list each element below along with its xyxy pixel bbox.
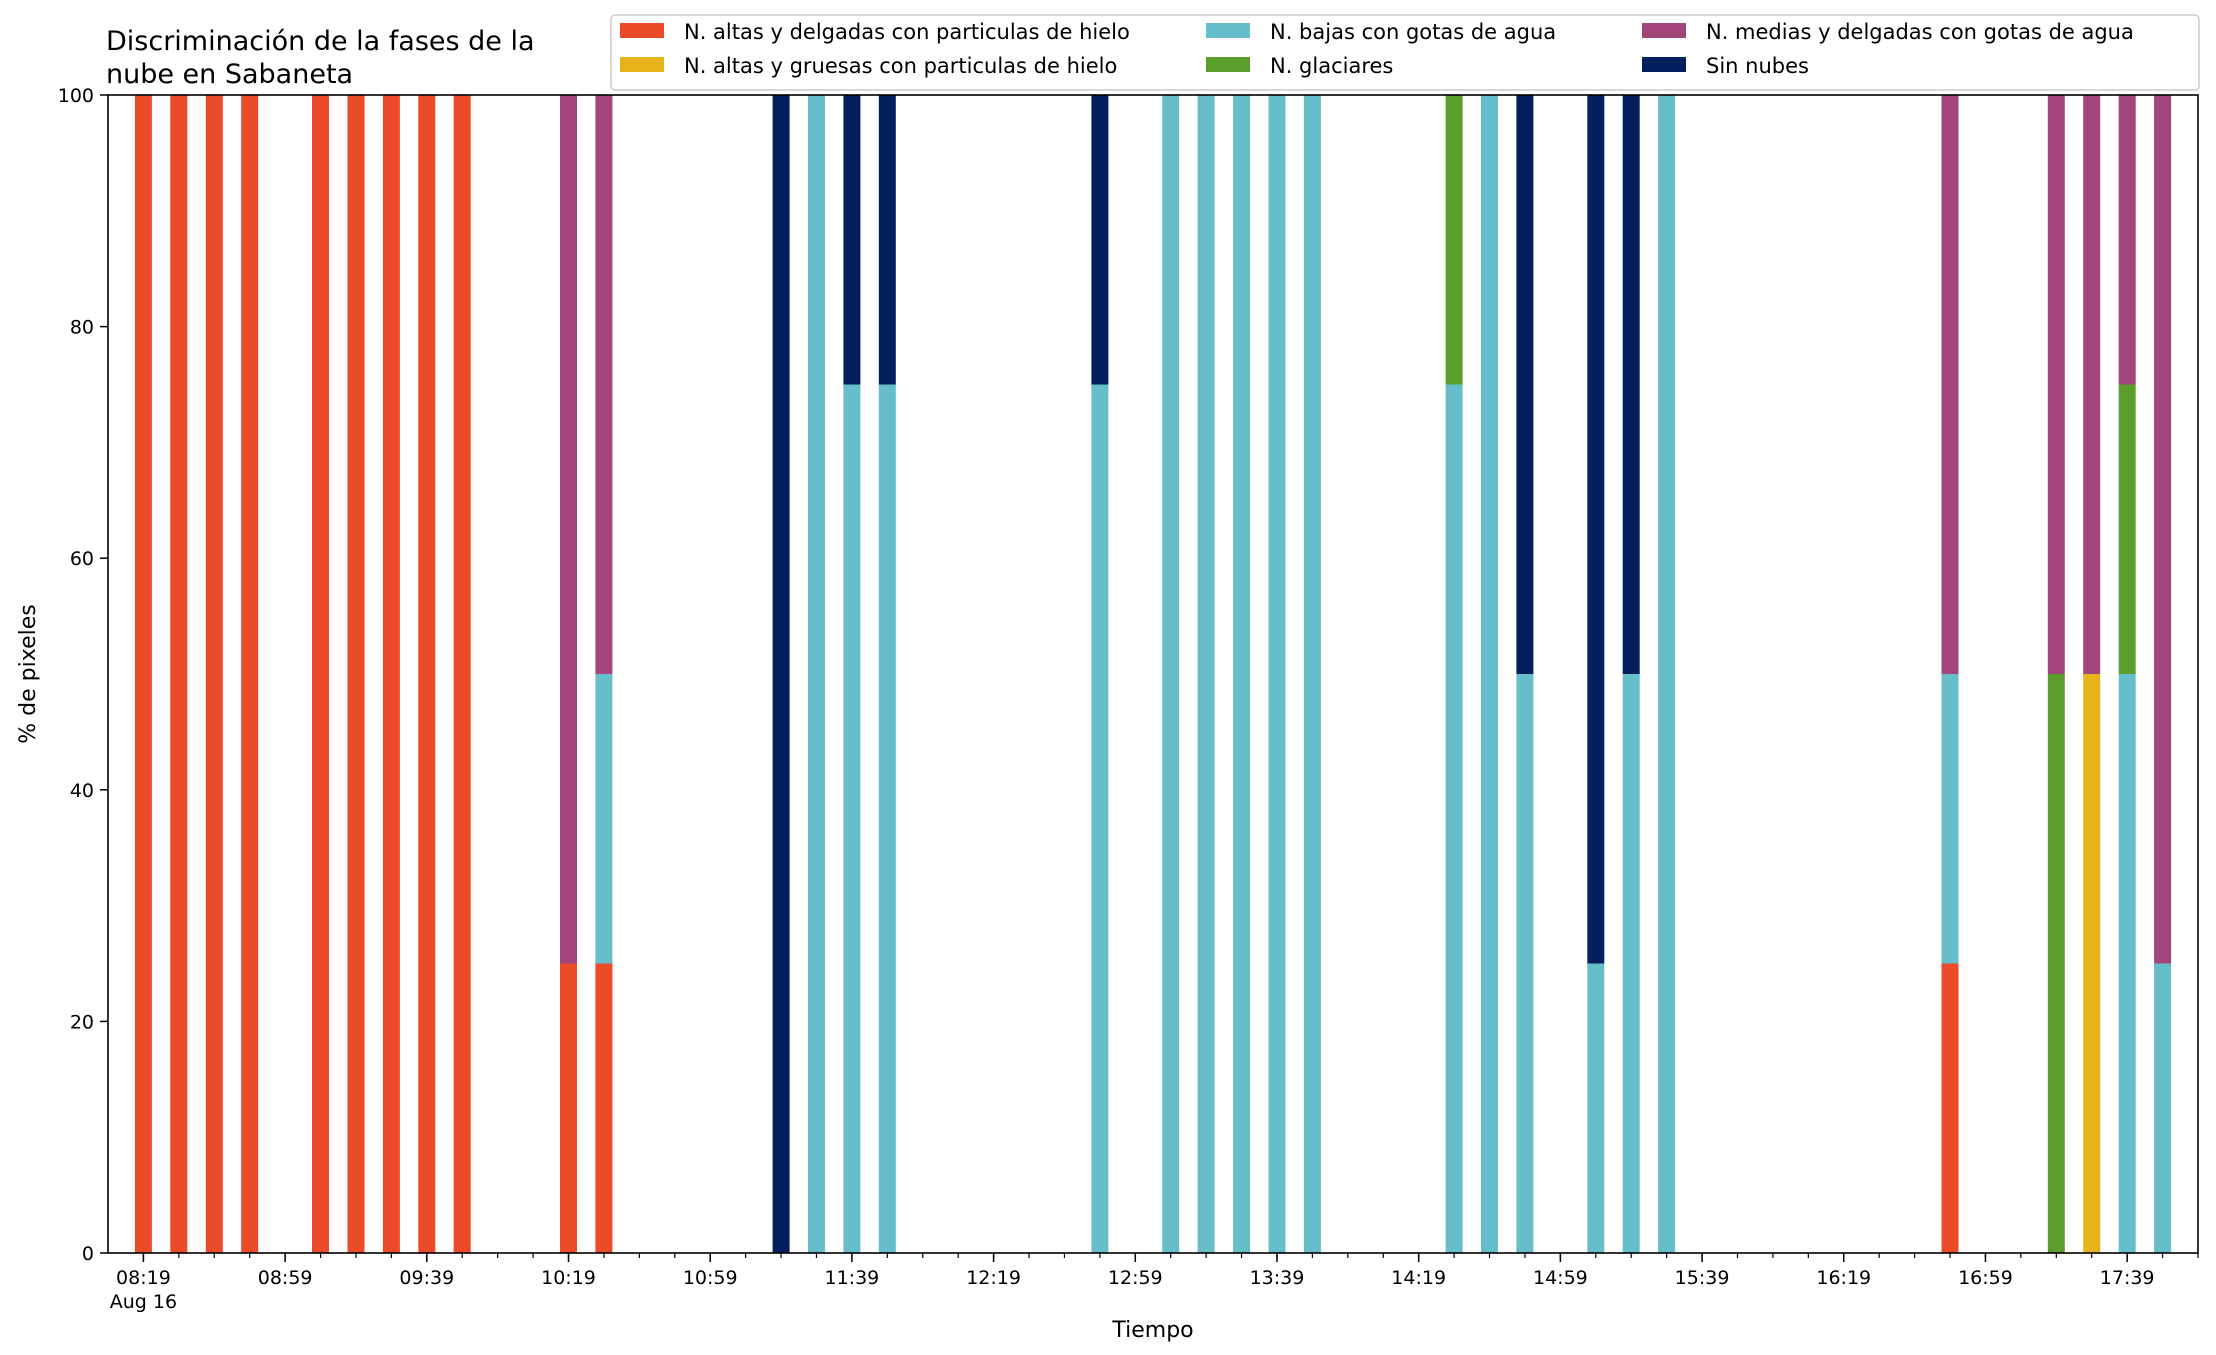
bar-segment xyxy=(2118,674,2136,1253)
y-axis-label: % de pixeles xyxy=(16,604,41,743)
legend-label: N. medias y delgadas con gotas de agua xyxy=(1706,20,2134,44)
y-tick-label: 80 xyxy=(70,317,94,339)
bar-segment xyxy=(347,95,365,1253)
bar-segment xyxy=(560,963,577,1253)
bar-segment xyxy=(595,963,613,1253)
bar-segment xyxy=(134,95,152,1253)
chart-title: Discriminación de la fases de la nube en … xyxy=(106,26,535,90)
plot-frame xyxy=(107,94,2199,1254)
legend-items: N. altas y delgadas con particulas de hi… xyxy=(620,20,2134,78)
legend-label: N. bajas con gotas de agua xyxy=(1270,20,1556,44)
bar-segment xyxy=(2083,674,2101,1253)
bar-segment xyxy=(1941,963,1959,1253)
y-tick-label: 60 xyxy=(70,548,94,570)
x-axis-label: Tiempo xyxy=(1111,1318,1193,1343)
bar-segment xyxy=(382,95,400,1253)
bar-segment xyxy=(2154,95,2172,964)
y-tick-label: 40 xyxy=(70,780,94,802)
x-tick-label: 16:59 xyxy=(1958,1267,2013,1289)
x-tick-label: 08:59 xyxy=(258,1267,313,1289)
bar-segment xyxy=(808,95,825,1253)
legend-label: N. glaciares xyxy=(1270,54,1393,78)
legend-swatch xyxy=(1642,23,1686,38)
bar-segment xyxy=(843,384,861,1253)
bar-segment xyxy=(1587,95,1605,964)
x-tick-label: 10:19 xyxy=(541,1267,596,1289)
bar-segment xyxy=(1445,95,1463,385)
bar-segment xyxy=(2047,674,2065,1253)
bar-segment xyxy=(595,674,613,964)
bar-segment xyxy=(2083,95,2101,674)
bar-segment xyxy=(1516,674,1534,1253)
legend-frame xyxy=(610,14,2200,91)
bar-segment xyxy=(1516,95,1534,674)
legend-swatch xyxy=(620,57,664,72)
bar-segment xyxy=(1941,674,1959,964)
bar-segment xyxy=(1091,95,1109,385)
x-tick-label: 17:39 xyxy=(2100,1267,2155,1289)
x-tick-label: 14:19 xyxy=(1391,1267,1446,1289)
bar-segment xyxy=(2047,95,2065,674)
legend-label: Sin nubes xyxy=(1706,54,1809,78)
x-tick-label: 08:19 xyxy=(116,1267,171,1289)
x-tick-label: 11:39 xyxy=(825,1267,880,1289)
bar-segment xyxy=(241,95,259,1253)
bar-segment xyxy=(1303,95,1321,1253)
x-tick-label: 12:19 xyxy=(966,1267,1021,1289)
legend-swatch xyxy=(1206,57,1250,72)
bar-segment xyxy=(878,384,896,1253)
bar-segment xyxy=(878,95,896,385)
bar-segment xyxy=(418,95,436,1253)
bar-segment xyxy=(1622,95,1640,674)
legend-swatch xyxy=(1642,57,1686,72)
bar-segment xyxy=(170,95,188,1253)
bar-segment xyxy=(1445,384,1463,1253)
bar-segment xyxy=(1162,95,1180,1253)
bar-segment xyxy=(1091,384,1109,1253)
legend-swatch xyxy=(620,23,664,38)
bar-segment xyxy=(1481,95,1498,1253)
bar-segment xyxy=(1587,963,1605,1253)
bar-segment xyxy=(2118,95,2136,385)
bar-segment xyxy=(453,95,471,1253)
x-tick-label: 14:59 xyxy=(1533,1267,1588,1289)
bar-segment xyxy=(1197,95,1215,1253)
legend: N. altas y delgadas con particulas de hi… xyxy=(610,14,2200,91)
chart-title-line: Discriminación de la fases de la xyxy=(106,26,535,57)
legend-swatch xyxy=(1206,23,1250,38)
bar-segment xyxy=(312,95,329,1253)
y-tick-label: 20 xyxy=(70,1011,94,1033)
legend-label: N. altas y delgadas con particulas de hi… xyxy=(684,20,1130,44)
x-tick-label: 12:59 xyxy=(1108,1267,1163,1289)
x-tick-label: 09:39 xyxy=(399,1267,454,1289)
legend-label: N. altas y gruesas con particulas de hie… xyxy=(684,54,1117,78)
x-date-label: Aug 16 xyxy=(110,1291,177,1313)
bar-segment xyxy=(772,95,790,1253)
bar-segment xyxy=(1941,95,1959,674)
x-tick-label: 10:59 xyxy=(683,1267,738,1289)
bars-layer xyxy=(134,95,2172,1253)
bar-segment xyxy=(2118,384,2136,674)
bar-segment xyxy=(560,95,577,964)
bar-segment xyxy=(1658,95,1676,1253)
chart-title-line: nube en Sabaneta xyxy=(106,59,353,90)
bar-segment xyxy=(1622,674,1640,1253)
y-tick-label: 0 xyxy=(82,1243,94,1265)
y-axis: 0 20 40 60 80 100 xyxy=(58,85,108,1265)
bar-segment xyxy=(1233,95,1251,1253)
bar-segment xyxy=(595,95,613,674)
y-tick-label: 100 xyxy=(58,85,94,107)
bar-segment xyxy=(843,95,861,385)
x-tick-label: 13:39 xyxy=(1250,1267,1305,1289)
x-tick-label: 15:39 xyxy=(1675,1267,1730,1289)
bar-segment xyxy=(2154,963,2172,1253)
bar-segment xyxy=(1268,95,1286,1253)
x-tick-label: 16:19 xyxy=(1816,1267,1871,1289)
bar-segment xyxy=(205,95,223,1253)
